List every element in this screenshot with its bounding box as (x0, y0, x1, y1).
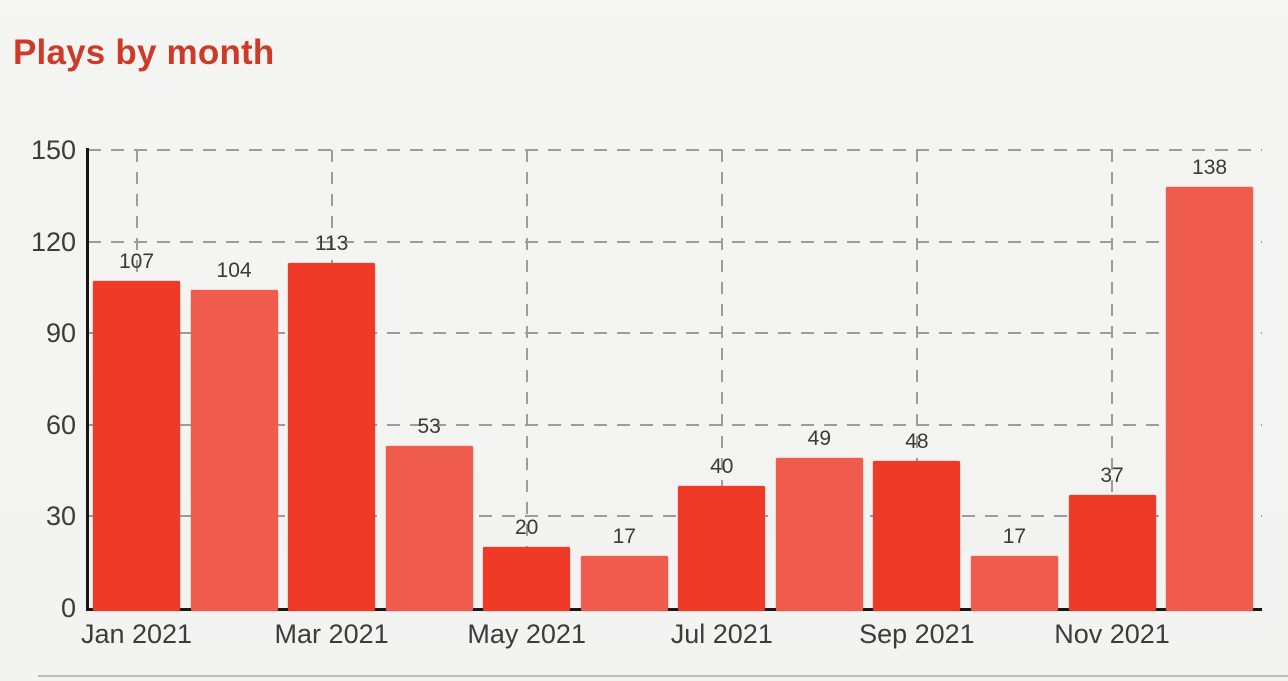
y-tick-label: 30 (45, 501, 76, 532)
panel-divider (38, 675, 1288, 677)
y-tick-label: 0 (60, 593, 76, 623)
bar (288, 262, 376, 611)
x-axis (86, 608, 1262, 611)
y-tick-label: 90 (45, 318, 76, 349)
y-axis (86, 148, 89, 611)
bar-value-label: 48 (905, 430, 929, 454)
x-tick-label: Nov 2021 (1054, 619, 1170, 649)
bar (775, 458, 863, 611)
x-tick-label: Jul 2021 (670, 619, 773, 649)
h-gridline (88, 149, 1262, 151)
bar (1166, 186, 1254, 611)
bar-value-label: 20 (515, 515, 539, 539)
h-gridline (88, 332, 1262, 335)
bar (1068, 495, 1156, 611)
bar-value-label: 113 (314, 231, 349, 255)
bar (385, 446, 473, 611)
v-gridline (915, 150, 918, 608)
x-tick-label: May 2021 (467, 619, 586, 649)
bar-value-label: 53 (417, 415, 441, 439)
h-gridline (88, 515, 1262, 518)
bar-value-label: 104 (216, 259, 252, 283)
y-tick-label: 150 (30, 135, 76, 165)
v-gridline (1111, 150, 1113, 608)
v-gridline (720, 150, 723, 608)
bar (190, 290, 278, 611)
y-tick-label: 60 (45, 409, 76, 440)
bar-value-label: 40 (710, 454, 734, 478)
v-gridline (525, 150, 528, 608)
x-tick-label: Sep 2021 (859, 619, 975, 649)
bar-value-label: 17 (612, 525, 636, 549)
bar (580, 556, 668, 611)
bar-value-label: 17 (1002, 525, 1027, 549)
x-tick-label: Jan 2021 (80, 619, 193, 649)
chart-title: Plays by month (13, 33, 275, 72)
bar (678, 485, 766, 611)
bar (970, 556, 1058, 611)
bar (93, 281, 180, 611)
bar-value-label: 37 (1100, 464, 1124, 488)
h-gridline (88, 240, 1262, 243)
bar-value-label: 138 (1192, 155, 1228, 179)
y-tick-label: 120 (30, 226, 76, 257)
x-tick-label: Mar 2021 (274, 619, 389, 649)
bar-value-label: 107 (118, 250, 155, 274)
bar (873, 461, 961, 611)
bar (483, 546, 571, 611)
bar-value-label: 49 (807, 427, 832, 451)
h-gridline (88, 423, 1262, 426)
